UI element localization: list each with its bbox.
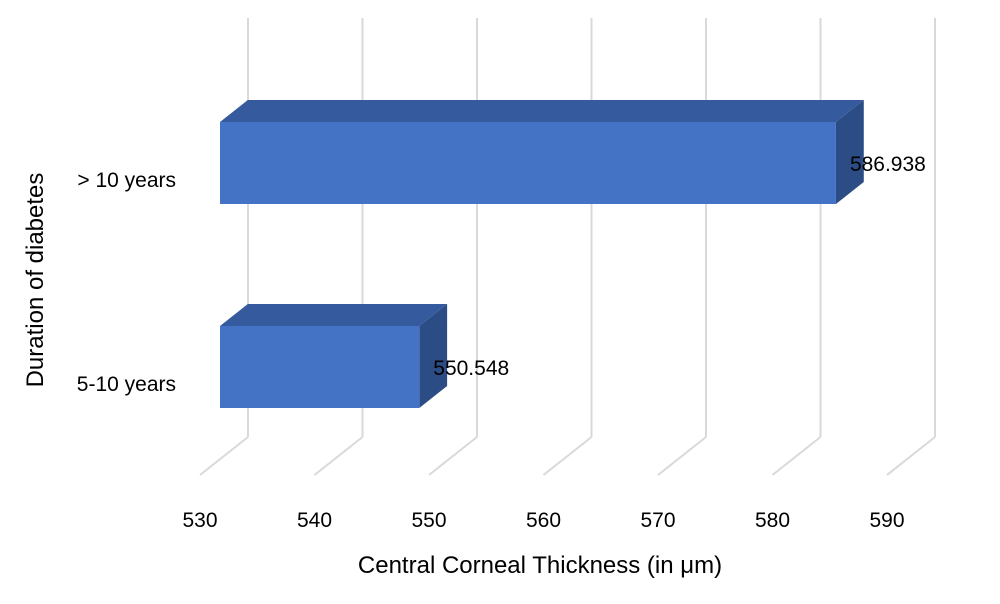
y-category-label: 5-10 years: [77, 373, 176, 396]
x-tick-label: 560: [526, 509, 561, 532]
x-axis-title: Central Corneal Thickness (in μm): [358, 552, 722, 579]
gridline-floor: [313, 436, 364, 476]
gridline-floor: [542, 436, 593, 476]
bar-front-face: [220, 122, 836, 204]
bar: [220, 100, 864, 204]
y-axis-title: Duration of diabetes: [22, 173, 49, 388]
x-tick-label: 550: [411, 509, 446, 532]
bar-top-face: [220, 100, 864, 122]
bar-front-face: [220, 326, 420, 408]
x-tick-label: 530: [182, 509, 217, 532]
x-tick-label: 570: [640, 509, 675, 532]
category-axis: 5-10 years > 10 years: [77, 169, 176, 396]
bar-top-face: [220, 304, 448, 326]
gridline-floor: [657, 436, 707, 476]
bar-side-face: [835, 100, 864, 204]
value-axis: 530 540 550 560 570 580 590: [182, 509, 904, 532]
data-label: 550.548: [433, 357, 509, 380]
x-tick-label: 590: [869, 509, 904, 532]
gridline-floor: [886, 436, 936, 476]
y-category-label: > 10 years: [77, 169, 176, 192]
data-label: 586.938: [850, 153, 926, 176]
bars: [220, 100, 864, 408]
x-tick-label: 540: [297, 509, 332, 532]
data-labels: 550.548 586.938: [433, 153, 926, 380]
gridline-floor: [199, 436, 249, 476]
bar-side-face: [419, 304, 448, 408]
gridline-floor: [428, 436, 478, 476]
gridline-floor: [771, 436, 822, 476]
gridlines: [199, 18, 936, 476]
bar: [220, 304, 448, 408]
x-tick-label: 580: [755, 509, 790, 532]
